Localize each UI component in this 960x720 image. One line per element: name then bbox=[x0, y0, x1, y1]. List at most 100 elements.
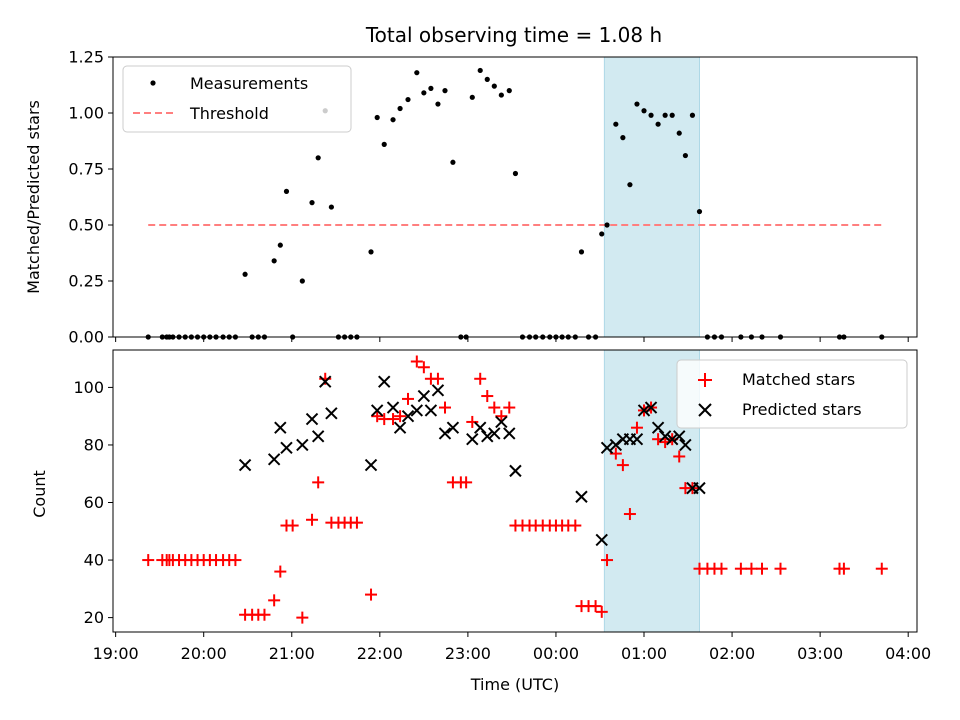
measurement-point bbox=[634, 101, 640, 107]
matched-star-point bbox=[431, 372, 444, 385]
top-observing-window bbox=[603, 56, 700, 338]
top-ytick-label: 0.75 bbox=[68, 160, 104, 179]
predicted-star-point bbox=[466, 432, 479, 446]
measurement-point bbox=[506, 88, 512, 94]
matched-star-point bbox=[286, 519, 299, 532]
measurement-point bbox=[578, 249, 585, 255]
matched-star-point bbox=[745, 562, 758, 575]
matched-star-point bbox=[258, 608, 271, 621]
measurement-point bbox=[512, 170, 519, 177]
measurement-point bbox=[696, 208, 703, 215]
legend-marker-matched bbox=[698, 373, 712, 387]
measurement-point bbox=[662, 112, 668, 118]
predicted-star-point bbox=[417, 389, 431, 403]
predicted-star-point bbox=[386, 401, 400, 414]
matched-star-point bbox=[488, 401, 501, 414]
matched-star-point bbox=[589, 600, 602, 613]
matched-star-point bbox=[734, 562, 747, 575]
matched-star-point bbox=[296, 611, 309, 624]
measurement-point bbox=[435, 101, 441, 107]
matched-star-point bbox=[756, 562, 769, 575]
matched-star-point bbox=[410, 355, 423, 368]
legend-marker-measurements bbox=[150, 80, 156, 86]
predicted-star-point bbox=[693, 481, 706, 495]
measurement-point bbox=[641, 108, 647, 114]
matched-star-point bbox=[837, 562, 850, 575]
xtick-label: 19:00 bbox=[93, 644, 139, 663]
predicted-star-point bbox=[673, 430, 686, 443]
bottom-ylabel: Count bbox=[30, 470, 49, 518]
matched-star-point bbox=[481, 390, 494, 403]
top-plot: 0.00 0.25 0.50 0.75 1.00 1.25 Matched/Predict… bbox=[24, 48, 918, 347]
matched-star-point bbox=[306, 513, 319, 526]
matched-star-point bbox=[875, 562, 888, 575]
bottom-plot-frame bbox=[112, 349, 918, 633]
xtick-label: 03:00 bbox=[797, 644, 843, 663]
predicted-star-point bbox=[446, 421, 460, 434]
bot-ytick-label: 80 bbox=[84, 435, 104, 454]
xtick-label: 20:00 bbox=[181, 644, 227, 663]
matched-star-point bbox=[601, 554, 614, 567]
matched-star-point bbox=[630, 421, 643, 434]
bot-ytick-label: 40 bbox=[84, 551, 104, 570]
predicted-star-point bbox=[364, 458, 378, 472]
matched-star-point bbox=[774, 562, 787, 575]
matched-star-point bbox=[623, 508, 636, 521]
top-ytick-label: 1.25 bbox=[68, 48, 104, 67]
measurement-point bbox=[484, 76, 490, 82]
measurement-point bbox=[421, 90, 427, 96]
matched-star-point bbox=[495, 410, 508, 423]
predicted-star-point bbox=[274, 421, 287, 434]
bot-ytick-label: 100 bbox=[73, 378, 104, 397]
predicted-star-point bbox=[424, 404, 438, 417]
legend-label-threshold: Threshold bbox=[189, 104, 269, 123]
measurement-point bbox=[604, 222, 610, 228]
matched-star-point bbox=[365, 588, 378, 601]
measurement-point bbox=[655, 121, 661, 127]
measurement-point bbox=[491, 83, 497, 89]
matched-star-point bbox=[350, 516, 363, 529]
measurement-point bbox=[242, 271, 248, 277]
predicted-star-point bbox=[665, 432, 679, 446]
matched-star-point bbox=[569, 519, 582, 532]
measurement-point bbox=[450, 159, 456, 165]
predicted-star-point bbox=[595, 533, 608, 547]
measurement-point bbox=[390, 117, 396, 123]
top-ytick-label: 0.50 bbox=[68, 216, 104, 235]
predicted-star-point bbox=[658, 430, 672, 443]
xtick-label: 22:00 bbox=[357, 644, 403, 663]
predicted-star-point bbox=[280, 441, 293, 455]
predicted-star-point bbox=[630, 432, 644, 446]
x-axis-label: Time (UTC) bbox=[470, 675, 559, 694]
predicted-star-point bbox=[319, 375, 332, 388]
legend-label-predicted: Predicted stars bbox=[742, 400, 862, 419]
matched-star-point bbox=[460, 476, 473, 489]
measurement-point bbox=[283, 188, 290, 194]
predicted-star-point bbox=[488, 427, 501, 440]
measurement-point bbox=[613, 121, 619, 127]
measurement-point bbox=[469, 94, 475, 100]
predicted-star-point bbox=[401, 409, 415, 423]
top-legend-box bbox=[122, 65, 352, 133]
xtick-label: 02:00 bbox=[709, 644, 755, 663]
measurement-point bbox=[368, 249, 374, 255]
matched-star-point bbox=[229, 554, 242, 567]
xtick-label: 21:00 bbox=[269, 644, 315, 663]
measurement-point bbox=[414, 70, 420, 76]
top-ytick-label: 1.00 bbox=[68, 104, 104, 123]
measurement-point bbox=[397, 105, 403, 112]
measurement-point bbox=[442, 88, 448, 94]
predicted-star-point bbox=[325, 407, 338, 420]
matched-star-point bbox=[673, 450, 686, 463]
measurement-point bbox=[627, 182, 633, 188]
measurement-point bbox=[682, 152, 688, 159]
predicted-star-point bbox=[509, 464, 522, 478]
matched-star-point bbox=[268, 594, 281, 607]
bottom-legend: Matched stars Predicted stars bbox=[676, 359, 908, 429]
legend-label-matched: Matched stars bbox=[742, 370, 855, 389]
predicted-star-point bbox=[637, 404, 651, 417]
predicted-star-point bbox=[438, 427, 452, 440]
predicted-star-point bbox=[600, 441, 614, 455]
matched-star-point bbox=[274, 565, 287, 578]
matched-star-point bbox=[417, 361, 430, 374]
